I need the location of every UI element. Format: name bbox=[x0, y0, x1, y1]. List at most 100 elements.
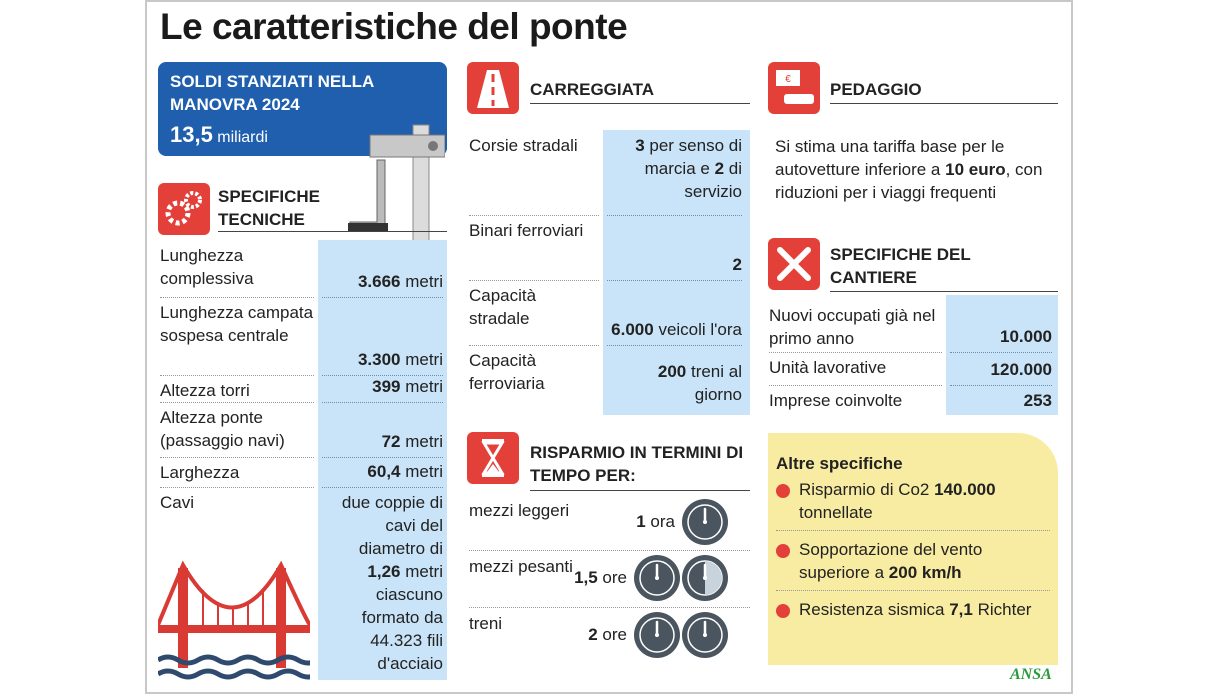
value-separator bbox=[607, 345, 742, 346]
bold-text: 10.000 bbox=[1000, 327, 1052, 346]
row-separator bbox=[469, 215, 599, 216]
bold-text: 1,5 bbox=[574, 568, 598, 587]
row-label: mezzi pesanti bbox=[469, 557, 573, 576]
ruler bbox=[412, 124, 430, 260]
text: metri bbox=[400, 377, 443, 396]
hourglass-glyph bbox=[481, 439, 505, 477]
row-value: 200 treni al giorno bbox=[607, 360, 742, 406]
text: metri bbox=[400, 462, 443, 481]
text: di servizio bbox=[684, 159, 742, 201]
text: Risparmio di Co2 bbox=[799, 480, 935, 499]
bold-text: 140.000 bbox=[934, 480, 996, 499]
toll-text: Si stima una tariffa base per le autovet… bbox=[775, 135, 1065, 204]
value-separator bbox=[607, 280, 742, 281]
value-separator bbox=[322, 457, 443, 458]
value-separator bbox=[322, 297, 443, 298]
row-label: Cavi bbox=[160, 493, 195, 512]
bold-text: 120.000 bbox=[990, 360, 1052, 379]
funds-label: SOLDI STANZIATI NELLA MANOVRA 2024 bbox=[170, 72, 374, 114]
bold-text: 2 bbox=[732, 255, 742, 274]
value-separator bbox=[322, 487, 443, 488]
text: metri ciascuno formato da 44.323 fili d'… bbox=[361, 562, 443, 673]
text: ore bbox=[597, 625, 627, 644]
value-separator bbox=[950, 385, 1052, 386]
row-separator bbox=[469, 550, 750, 551]
row-value: 3.666 metri bbox=[322, 270, 443, 293]
row-value: 10.000 bbox=[950, 325, 1052, 348]
square-base bbox=[348, 223, 388, 231]
row-value: 1,5 ore bbox=[517, 566, 627, 589]
spec-item: Sopportazione del vento superiore a 200 … bbox=[799, 538, 1039, 584]
bold-text: 1 bbox=[636, 512, 646, 531]
page-title: Le caratteristiche del ponte bbox=[160, 6, 628, 47]
hourglass-icon bbox=[467, 432, 519, 484]
spec-item: Risparmio di Co2 140.000 tonnellate bbox=[799, 478, 1039, 524]
row-label: Altezza ponte (passaggio navi) bbox=[160, 408, 285, 450]
row-value: 60,4 metri bbox=[322, 460, 443, 483]
row-label: treni bbox=[469, 614, 503, 633]
svg-text:€: € bbox=[785, 74, 791, 85]
frame bbox=[145, 0, 1073, 694]
row-separator bbox=[160, 487, 314, 488]
row-value: 399 metri bbox=[322, 375, 443, 398]
text: ore bbox=[597, 568, 627, 587]
row-label: Binari ferroviari bbox=[469, 221, 584, 240]
row-label: Larghezza bbox=[160, 463, 240, 482]
time-rule bbox=[530, 490, 750, 491]
toll-rule bbox=[830, 103, 1058, 104]
text: Resistenza sismica bbox=[799, 600, 950, 619]
row-separator bbox=[160, 402, 314, 403]
bold-text: 3 bbox=[635, 136, 645, 155]
item-separator bbox=[776, 590, 1050, 591]
caliper-jaw bbox=[369, 134, 445, 158]
tools-icon bbox=[768, 238, 820, 290]
tech-value-column bbox=[318, 240, 447, 680]
text: veicoli l'ora bbox=[653, 320, 742, 339]
row-value: 3.300 metri bbox=[322, 348, 443, 371]
site-value-column bbox=[946, 295, 1058, 415]
bold-text: 200 km/h bbox=[888, 563, 962, 582]
bold-text: 60,4 bbox=[367, 462, 401, 481]
row-value: 253 bbox=[950, 389, 1052, 412]
row-value: 72 metri bbox=[322, 430, 443, 453]
row-label: Lunghezza campata sospesa centrale bbox=[160, 303, 314, 345]
bold-text: 6.000 bbox=[611, 320, 654, 339]
row-label: mezzi leggeri bbox=[469, 501, 570, 520]
row-label: Unità lavorative bbox=[769, 358, 887, 377]
bold-text: 200 bbox=[657, 362, 687, 381]
row-label: Lunghezza complessiva bbox=[160, 246, 254, 288]
row-separator bbox=[769, 385, 942, 386]
text: Si stima una tariffa base per le autovet… bbox=[775, 137, 1005, 179]
carriageway-rule bbox=[530, 103, 750, 104]
bullet bbox=[776, 484, 790, 498]
item-separator bbox=[776, 530, 1050, 531]
text: treni al giorno bbox=[686, 362, 742, 404]
carriageway-value-column bbox=[603, 130, 750, 415]
other-specs-box bbox=[768, 433, 1058, 665]
bold-text: 3.666 bbox=[357, 272, 401, 291]
bold-text: 399 bbox=[372, 377, 401, 396]
row-value: 2 ore bbox=[517, 623, 627, 646]
value-separator bbox=[607, 215, 742, 216]
clock-icon bbox=[682, 612, 728, 658]
toll-icon: € bbox=[768, 62, 820, 114]
tech-rule bbox=[218, 231, 447, 232]
gears-icon bbox=[158, 183, 210, 235]
row-label: Corsie stradali bbox=[469, 136, 578, 155]
bold-text: 1,26 bbox=[367, 562, 401, 581]
bullet bbox=[776, 544, 790, 558]
site-title: SPECIFICHE DEL CANTIERE bbox=[830, 245, 971, 287]
row-separator bbox=[469, 607, 750, 608]
text: , con riduzioni per i viaggi frequenti bbox=[775, 160, 1043, 202]
toll-title: PEDAGGIO bbox=[830, 80, 922, 99]
row-separator bbox=[160, 297, 314, 298]
road-glyph bbox=[477, 70, 509, 108]
clock-icon bbox=[634, 612, 680, 658]
row-label: Altezza torri bbox=[160, 381, 250, 400]
caliper-icon bbox=[348, 124, 445, 260]
text: due coppie di cavi del diametro di bbox=[341, 493, 443, 558]
caliper-screw bbox=[428, 141, 438, 151]
tools-glyph bbox=[777, 247, 811, 281]
text: metri bbox=[400, 432, 443, 451]
